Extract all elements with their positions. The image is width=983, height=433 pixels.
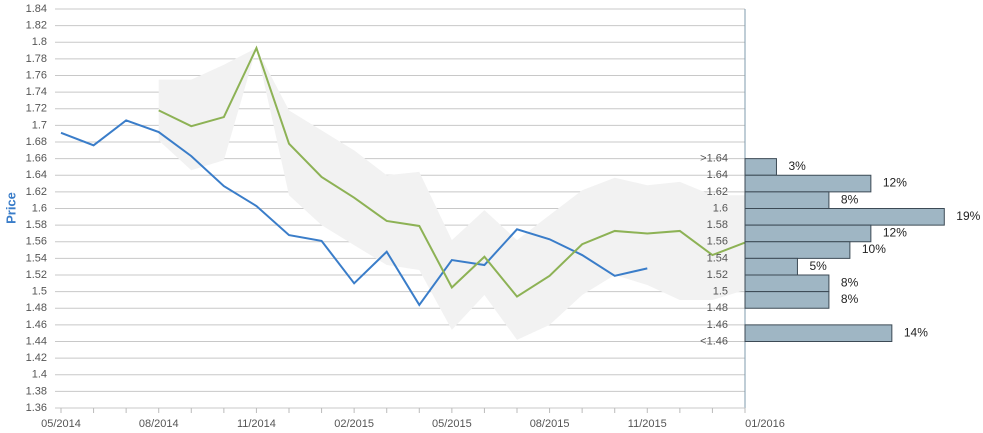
- y-tick-label: 1.48: [26, 302, 47, 314]
- y-tick-label: 1.74: [26, 86, 47, 98]
- hist-tick-label: 1.52: [707, 269, 728, 281]
- hist-value-label: 8%: [841, 292, 859, 306]
- y-tick-label: 1.36: [26, 402, 47, 414]
- y-tick-label: 1.7: [32, 119, 47, 131]
- y-tick-label: 1.82: [26, 20, 47, 32]
- hist-value-label: 10%: [862, 242, 886, 256]
- x-tick-label: 11/2014: [237, 418, 276, 430]
- hist-bar: [744, 291, 830, 309]
- x-tick-label: 08/2014: [139, 418, 179, 430]
- hist-value-label: 14%: [904, 325, 928, 339]
- y-axis-label: Price: [3, 192, 18, 224]
- hist-bar: [744, 224, 872, 243]
- hist-tick-label: 1.58: [707, 219, 728, 231]
- hist-value-label: 5%: [809, 259, 827, 273]
- y-tick-label: 1.38: [26, 385, 47, 397]
- y-tick-label: 1.72: [26, 103, 47, 115]
- hist-tick-label: 1.46: [707, 319, 728, 331]
- hist-value-label: 8%: [841, 192, 859, 206]
- y-tick-label: 1.84: [26, 3, 47, 15]
- hist-bar: [744, 274, 830, 293]
- x-tick-label: 05/2015: [432, 418, 472, 430]
- hist-tick-label: 1.56: [707, 236, 728, 248]
- y-tick-label: 1.46: [26, 319, 47, 331]
- range-band: [158, 48, 745, 340]
- hist-tick-label: 1.62: [707, 186, 728, 198]
- hist-tick-label: >1.64: [700, 153, 728, 165]
- y-tick-label: 1.6: [32, 202, 47, 214]
- y-tick-label: 1.68: [26, 136, 47, 148]
- hist-bar: [744, 241, 851, 259]
- x-tick-label: 01/2016: [745, 418, 785, 430]
- x-tick-label: 02/2015: [334, 418, 374, 430]
- hist-value-label: 3%: [788, 159, 806, 173]
- y-tick-label: 1.4: [32, 369, 47, 381]
- hist-tick-label: 1.48: [707, 302, 728, 314]
- y-tick-label: 1.54: [26, 252, 47, 264]
- hist-tick-label: <1.46: [700, 335, 728, 347]
- hist-bar: [744, 174, 872, 193]
- x-tick-label: 11/2015: [628, 418, 667, 430]
- hist-value-label: 19%: [956, 209, 980, 223]
- hist-value-label: 8%: [841, 275, 859, 289]
- hist-bar: [744, 208, 945, 226]
- hist-bar: [744, 158, 777, 176]
- hist-bar: [744, 257, 798, 276]
- y-tick-label: 1.76: [26, 69, 47, 81]
- hist-value-label: 12%: [883, 226, 907, 240]
- hist-bar: [744, 191, 830, 209]
- y-tick-label: 1.58: [26, 219, 47, 231]
- hist-bar: [744, 324, 893, 342]
- y-tick-label: 1.56: [26, 236, 47, 248]
- y-tick-label: 1.78: [26, 53, 47, 65]
- y-tick-label: 1.5: [32, 286, 47, 298]
- y-tick-label: 1.8: [32, 36, 47, 48]
- hist-tick-label: 1.64: [707, 169, 728, 181]
- y-tick-label: 1.62: [26, 186, 47, 198]
- line: [158, 45, 746, 298]
- y-tick-label: 1.66: [26, 153, 47, 165]
- x-tick-label: 08/2015: [530, 418, 570, 430]
- hist-tick-label: 1.6: [713, 202, 728, 214]
- y-tick-label: 1.64: [26, 169, 47, 181]
- line: [60, 119, 648, 307]
- hist-value-label: 12%: [883, 176, 907, 190]
- y-tick-label: 1.52: [26, 269, 47, 281]
- x-tick-label: 05/2014: [41, 418, 81, 430]
- hist-tick-label: 1.5: [713, 286, 728, 298]
- hist-tick-label: 1.54: [707, 252, 728, 264]
- y-tick-label: 1.44: [26, 335, 47, 347]
- y-tick-label: 1.42: [26, 352, 47, 364]
